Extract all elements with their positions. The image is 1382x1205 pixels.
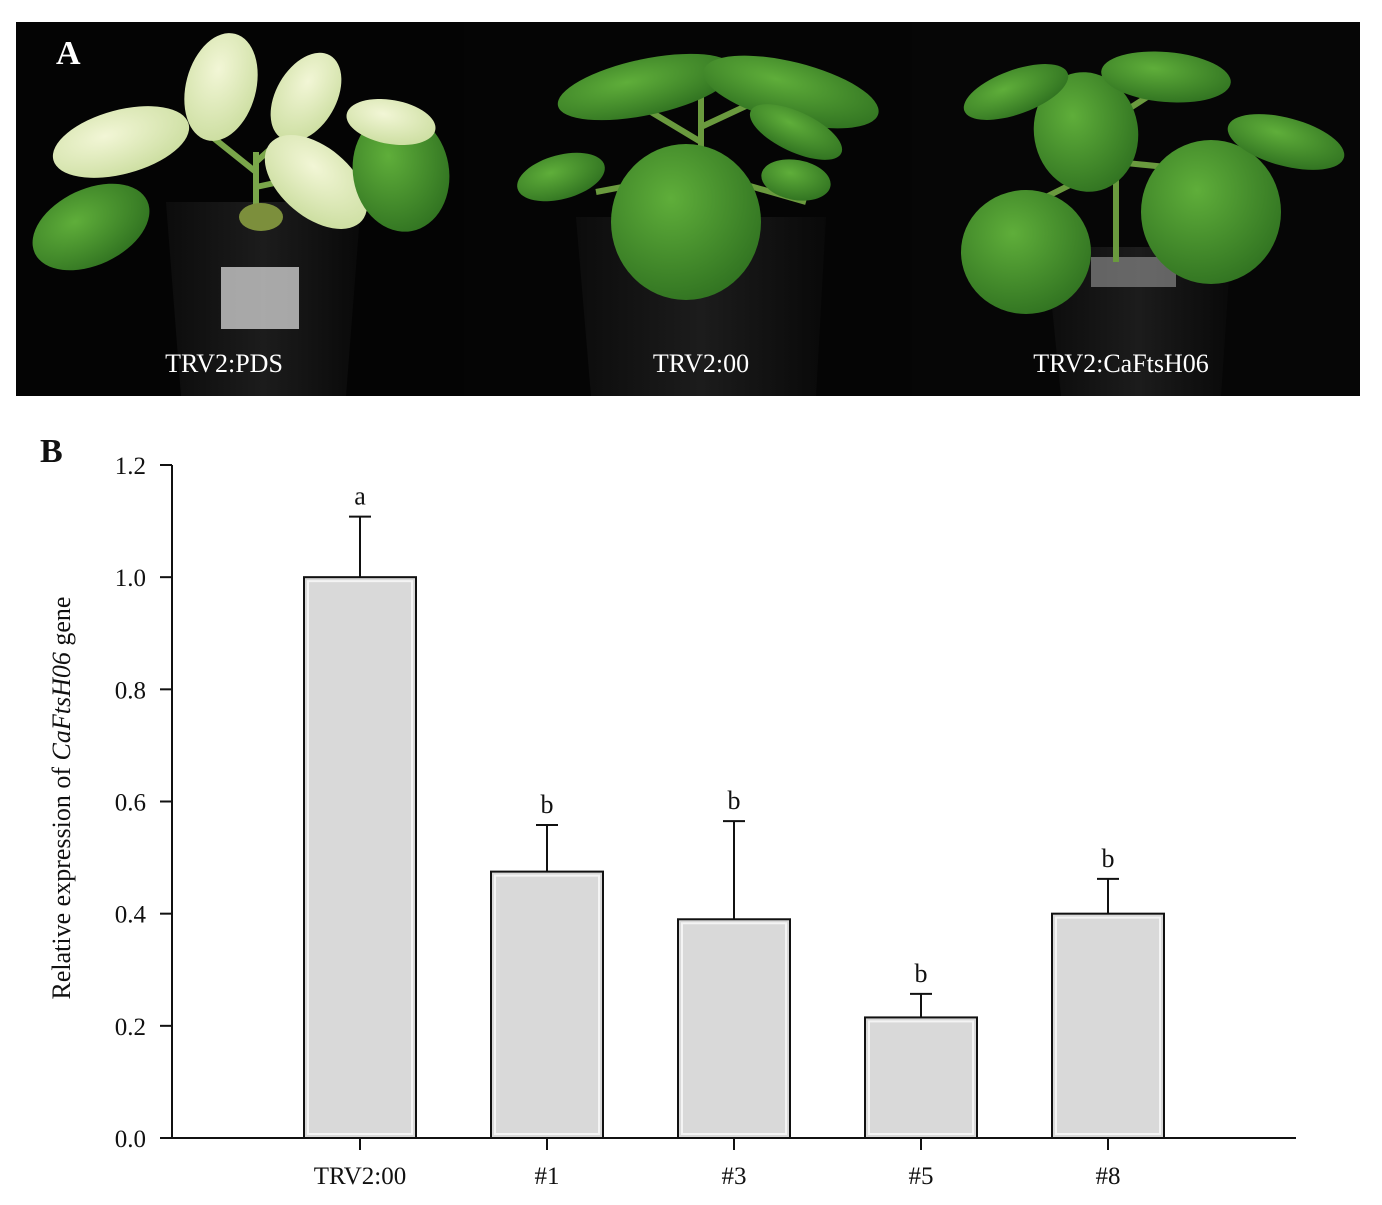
y-axis-title-prefix: Relative expression of [47, 760, 76, 999]
y-tick-label: 1.0 [115, 565, 146, 592]
leaf [557, 53, 735, 121]
panel-a-photos: A TRV2:PDS TRV2:00 [16, 22, 1360, 396]
leaf [1033, 72, 1139, 192]
leaf [761, 159, 831, 201]
leaf [963, 64, 1069, 120]
leaf [1227, 114, 1345, 170]
x-tick-label: #8 [1096, 1163, 1121, 1190]
panel-a-letter: A [56, 35, 81, 72]
significance-letter: b [915, 959, 928, 988]
photo-trv2-pds: A TRV2:PDS [16, 22, 464, 396]
bar [1051, 912, 1165, 1139]
bar-highlight [494, 874, 600, 1135]
leaf [1101, 51, 1231, 103]
chart-x-ticks: TRV2:00 #1 #3 #5 #8 [314, 1138, 1121, 1190]
bar-highlight [307, 580, 413, 1135]
significance-letter: b [1102, 844, 1115, 873]
bar-highlight [1055, 916, 1161, 1135]
photo-label-trv2-pds: TRV2:PDS [165, 349, 283, 378]
leaf-bleached [184, 33, 258, 141]
y-tick-label: 0.4 [115, 902, 147, 929]
leaf [352, 112, 450, 232]
y-tick-label: 0.2 [115, 1014, 146, 1041]
significance-letter: b [728, 786, 741, 815]
bar [303, 576, 417, 1139]
panel-b-letter: B [40, 433, 63, 470]
bar-chart: B Relative expression of CaFtsH06 gene 0… [40, 433, 1296, 1190]
bar [490, 870, 604, 1139]
leaf [961, 190, 1091, 314]
y-tick-label: 1.2 [115, 453, 146, 480]
leaf-bleached [346, 98, 436, 146]
x-tick-label: #1 [535, 1163, 560, 1190]
photo-trv2-caftsh06: TRV2:CaFtsH06 [912, 22, 1360, 396]
x-tick-label: TRV2:00 [314, 1163, 406, 1190]
photo-trv2-00: TRV2:00 [464, 22, 912, 396]
significance-letter: b [541, 790, 554, 819]
leaf [32, 183, 150, 271]
chart-bars: a b b b b [303, 482, 1165, 1140]
y-tick-label: 0.6 [115, 790, 146, 817]
bar-highlight [681, 922, 787, 1135]
leaf [1141, 140, 1281, 284]
y-axis-title: Relative expression of CaFtsH06 gene [47, 597, 76, 1000]
photo-label-trv2-00: TRV2:00 [653, 349, 749, 378]
plant-photo-strip: A TRV2:PDS TRV2:00 [16, 22, 1360, 396]
leaf-bleached [264, 135, 368, 229]
bar [677, 918, 791, 1139]
y-tick-label: 0.0 [115, 1126, 146, 1153]
leaf [703, 55, 879, 129]
x-tick-label: #5 [909, 1163, 934, 1190]
y-tick-label: 0.8 [115, 677, 146, 704]
leaf-bleached [270, 52, 342, 142]
leaf [611, 144, 761, 300]
leaf [517, 152, 605, 202]
y-axis-title-suffix: gene [47, 597, 76, 653]
pot-tag [221, 267, 299, 329]
panel-b-chart: B Relative expression of CaFtsH06 gene 0… [0, 420, 1382, 1205]
y-axis-title-gene: CaFtsH06 [47, 652, 76, 760]
x-tick-label: #3 [722, 1163, 747, 1190]
photo-label-trv2-caftsh06: TRV2:CaFtsH06 [1033, 349, 1209, 378]
bar-highlight [868, 1020, 974, 1136]
bar [864, 1016, 978, 1140]
leaf-bleached [52, 106, 190, 178]
significance-letter: a [354, 482, 366, 511]
leaf-small [239, 203, 283, 231]
leaf [749, 104, 843, 160]
